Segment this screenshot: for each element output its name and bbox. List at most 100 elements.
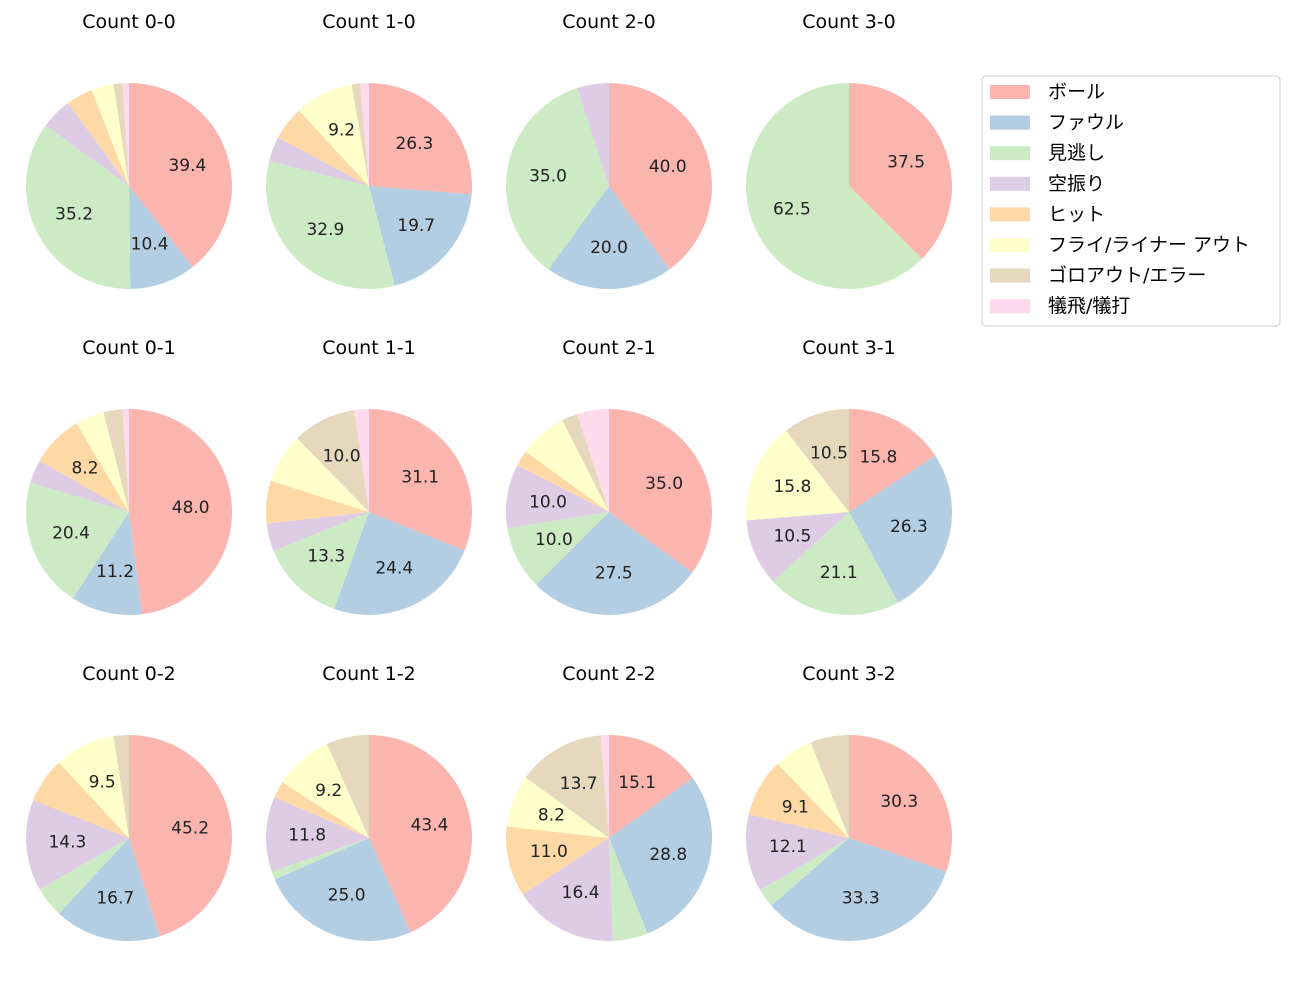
pie-data-label: 26.3 — [395, 134, 433, 154]
pie-slice — [266, 480, 369, 524]
pie-data-label: 32.9 — [306, 220, 344, 240]
pie-data-label: 9.2 — [315, 781, 342, 801]
pie-slice — [505, 88, 609, 270]
legend-swatch — [990, 299, 1030, 314]
pie-slice — [326, 734, 369, 838]
pie-slice — [45, 103, 129, 186]
pie-9: 45.2 16.7 14.3 9.5 Count 0-2 — [25, 663, 233, 942]
pie-slice — [76, 412, 129, 512]
pie-data-label: 20.4 — [52, 523, 90, 543]
pie-data-label: 16.7 — [96, 888, 134, 908]
pie-data-label: 9.2 — [328, 121, 355, 141]
pie-slice — [266, 512, 369, 552]
pies-group: 39.4 10.4 35.2 Count 0-0 26.3 19.7 32.9 9.2 Coun… — [25, 11, 953, 942]
pie-slice — [33, 762, 130, 838]
pie-slice — [58, 838, 160, 942]
pie-data-label: 19.7 — [397, 216, 435, 236]
pie-data-label: 12.1 — [769, 837, 807, 857]
pie-data-label: 30.3 — [880, 792, 918, 812]
pie-slice — [746, 814, 849, 890]
pie-slice — [810, 735, 849, 838]
pie-slice — [369, 735, 473, 933]
pie-slice — [334, 512, 465, 616]
pie-slice — [72, 512, 142, 616]
pie-8: 15.8 26.3 21.1 10.5 15.8 10.5 Count 3-1 — [745, 337, 953, 615]
pie-slice — [369, 186, 472, 286]
pie-data-label: 15.8 — [859, 448, 897, 468]
pie-11: 15.1 28.8 16.4 11.0 8.2 13.7 Count 2-2 — [506, 663, 713, 942]
pie-slice — [25, 482, 129, 599]
pie-data-label: 10.4 — [131, 234, 169, 254]
pie-slice — [746, 512, 849, 582]
pie-data-label: 27.5 — [595, 564, 633, 584]
pie-slice — [777, 742, 849, 838]
pie-title: Count 0-2 — [82, 663, 176, 685]
pie-data-label: 11.0 — [530, 842, 568, 862]
pie-10: 43.4 25.0 11.8 9.2 Count 1-2 — [265, 663, 473, 942]
pie-data-label: 9.5 — [89, 772, 116, 792]
pie-slice — [609, 735, 693, 838]
pie-slice — [849, 735, 952, 872]
pie-slice — [609, 83, 712, 270]
pie-slice — [577, 409, 609, 512]
pie-slice — [771, 838, 947, 942]
pie-5: 48.0 11.2 20.4 8.2 Count 0-1 — [25, 337, 233, 616]
pie-title: Count 2-0 — [562, 11, 656, 33]
pie-title: Count 1-2 — [322, 663, 416, 685]
pie-slice — [25, 800, 129, 890]
pie-data-label: 14.3 — [48, 833, 86, 853]
pie-data-label: 62.5 — [773, 200, 811, 220]
pie-title: Count 1-0 — [322, 11, 416, 33]
pie-2: 26.3 19.7 32.9 9.2 Count 1-0 — [266, 11, 473, 289]
pie-slice — [39, 423, 129, 512]
pie-12: 30.3 33.3 12.1 9.1 Count 3-2 — [746, 663, 952, 942]
pie-slice — [39, 838, 129, 914]
pie-data-label: 8.2 — [71, 459, 98, 479]
pie-data-label: 10.0 — [535, 530, 573, 550]
legend-label: ファウル — [1048, 112, 1124, 134]
pie-slice — [103, 409, 129, 512]
pie-slice — [274, 838, 411, 942]
pie-title: Count 0-0 — [82, 11, 176, 33]
pie-title: Count 2-2 — [562, 663, 656, 685]
pie-data-label: 37.5 — [887, 152, 925, 172]
pie-data-label: 28.8 — [649, 845, 687, 865]
pie-data-label: 21.1 — [820, 563, 858, 583]
pie-title: Count 1-1 — [322, 337, 416, 359]
pie-slice — [773, 512, 899, 615]
pie-data-label: 43.4 — [411, 815, 449, 835]
pie-title: Count 3-2 — [802, 663, 896, 685]
pie-slice — [506, 777, 609, 838]
pie-data-label: 8.2 — [538, 806, 565, 826]
pie-data-label: 15.8 — [773, 477, 811, 497]
pie-slice — [548, 186, 670, 289]
pie-data-label: 13.7 — [560, 774, 598, 794]
pie-data-label: 35.0 — [645, 474, 683, 494]
legend-swatch — [990, 268, 1030, 283]
pie-data-label: 33.3 — [842, 889, 880, 909]
pie-slice — [282, 743, 369, 838]
pie-slice — [369, 83, 473, 195]
legend-label: ボール — [1048, 81, 1105, 103]
pie-data-label: 40.0 — [649, 157, 687, 177]
legend-label: ヒット — [1048, 203, 1105, 225]
pie-data-label: 9.1 — [782, 797, 809, 817]
pie-data-label: 10.5 — [810, 444, 848, 464]
pie-slice — [129, 409, 233, 615]
pie-data-label: 39.4 — [168, 156, 206, 176]
pie-4: 37.5 62.5 Count 3-0 — [745, 11, 952, 289]
pie-slice — [113, 735, 129, 838]
pie-data-label: 11.8 — [288, 826, 326, 846]
legend-label: 犠飛/犠打 — [1048, 295, 1130, 317]
pie-slice — [351, 83, 369, 186]
legend-swatch — [990, 85, 1030, 99]
pie-slice — [525, 420, 609, 512]
pie-data-label: 16.4 — [562, 883, 600, 903]
pie-slice — [609, 409, 712, 573]
pie-slice — [122, 409, 129, 512]
pie-3: 40.0 20.0 35.0 Count 2-0 — [505, 11, 712, 289]
legend-label: 空振り — [1048, 173, 1105, 195]
pie-slice — [745, 430, 849, 521]
